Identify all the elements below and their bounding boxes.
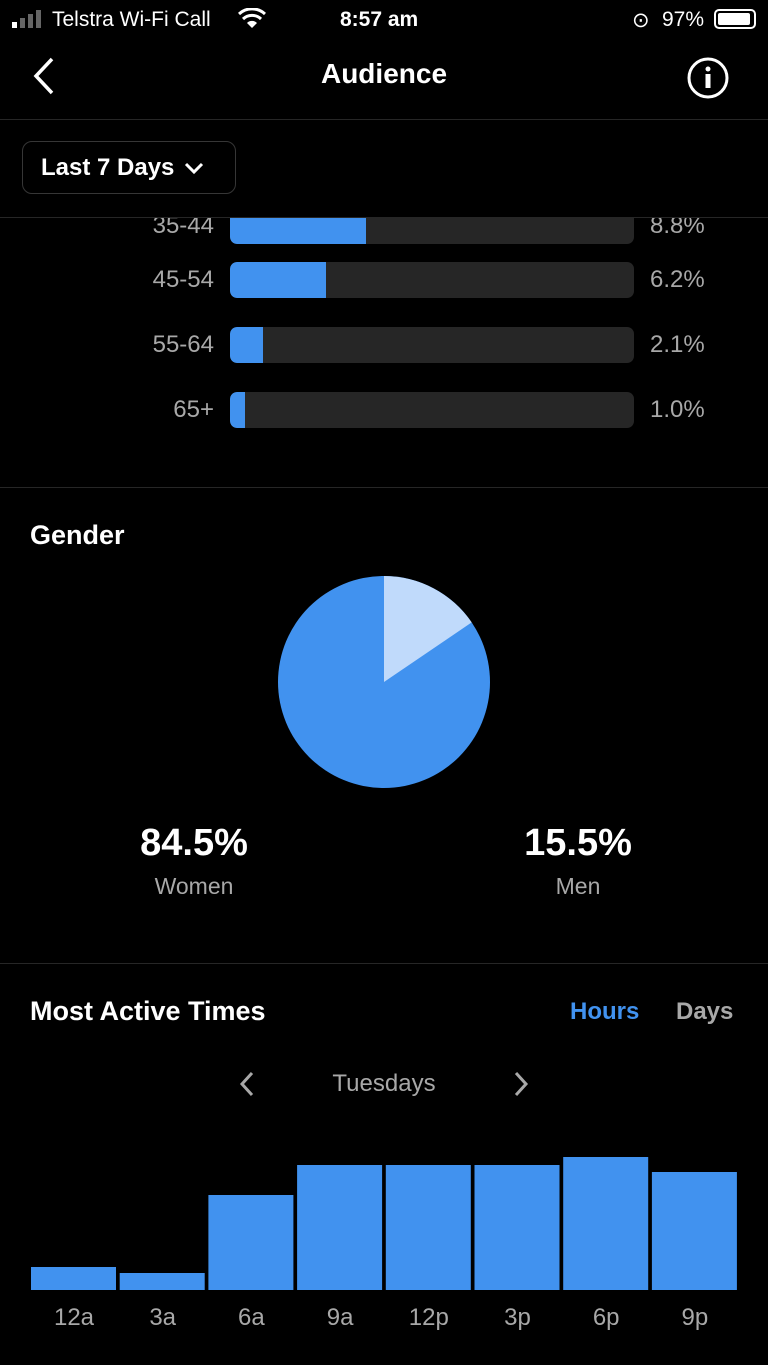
chevron-down-icon [185,162,204,174]
men-percent: 15.5% [524,822,632,864]
chevron-left-icon[interactable] [30,56,58,96]
orientation-lock-icon: ⊙ [632,9,650,32]
bar-9a [297,1165,383,1290]
wifi-icon [238,8,266,28]
carrier: Telstra Wi-Fi Call [52,8,211,31]
age-section: 35-44 8.8% 45-54 6.2% 55-64 2.1% 65+ 1.0% [0,218,768,486]
age-bar-track [230,392,634,428]
age-row: 45-54 6.2% [0,262,768,298]
age-value: 8.8% [650,218,705,239]
signal-icon [12,10,41,28]
age-bar-fill [230,392,246,428]
age-value: 6.2% [650,266,705,293]
x-tick-label: 9a [326,1304,354,1331]
age-bar-fill [230,262,327,298]
x-tick-label: 3p [504,1304,531,1331]
x-tick-label: 12a [53,1304,95,1331]
women-label: Women [154,873,234,899]
bar-12a [31,1267,116,1290]
pie-slice-men [384,576,472,682]
age-row: 65+ 1.0% [0,392,768,428]
next-day-icon[interactable] [512,1070,530,1098]
age-label: 35-44 [152,218,214,239]
tab-hours[interactable]: Hours [570,998,640,1025]
bar-9p [651,1172,737,1290]
status-bar: Telstra Wi-Fi Call 8:57 am ⊙ 97% [0,0,768,40]
date-range-dropdown[interactable]: Last 7 Days [22,141,236,194]
gender-title: Gender [30,520,125,550]
age-bar-fill [230,327,263,363]
clock: 8:57 am [340,8,419,31]
prev-day-icon[interactable] [238,1070,256,1098]
day-label: Tuesdays [332,1070,436,1097]
divider [0,119,768,120]
battery-icon [714,9,756,29]
active-times-bar-chart [31,1157,737,1290]
battery-level: 97% [662,8,705,31]
age-bar-track [230,218,634,244]
age-bar-track [230,262,634,298]
divider [0,487,768,488]
bar-6p [563,1157,649,1290]
divider [0,217,768,218]
date-range-label: Last 7 Days [41,153,175,181]
bar-3a [119,1273,205,1290]
divider [0,963,768,964]
age-bar-fill [230,218,367,244]
tab-days[interactable]: Days [676,998,734,1025]
age-value: 1.0% [650,396,705,423]
most-active-title: Most Active Times [30,996,266,1026]
page-title: Audience [320,58,448,89]
men-label: Men [555,873,601,899]
x-tick-label: 12p [408,1304,449,1331]
bar-6a [208,1195,294,1290]
women-percent: 84.5% [140,822,248,864]
age-row: 35-44 8.8% [0,218,768,244]
x-tick-label: 9p [681,1304,709,1331]
x-tick-label: 6p [592,1304,620,1331]
age-bar-track [230,327,634,363]
age-label: 55-64 [152,331,214,358]
x-tick-label: 6a [238,1304,265,1331]
bar-3p [474,1165,560,1290]
bar-12p [385,1165,471,1290]
age-value: 2.1% [650,331,705,358]
age-label: 65+ [173,396,214,423]
age-label: 45-54 [152,266,214,293]
gender-pie-chart [278,576,490,788]
info-icon[interactable] [686,56,730,100]
age-row: 55-64 2.1% [0,327,768,363]
x-tick-label: 3a [149,1304,177,1331]
